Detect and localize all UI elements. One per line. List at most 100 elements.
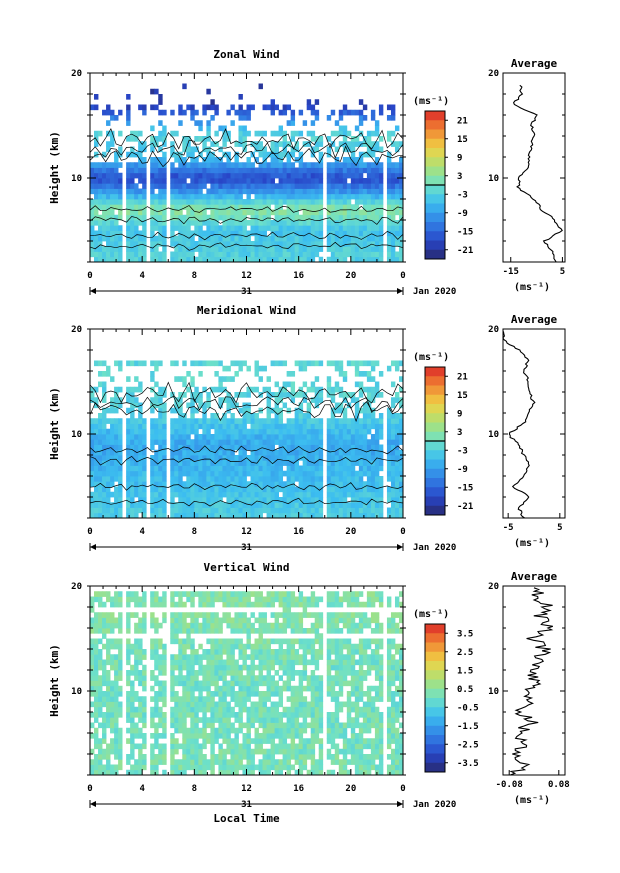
heatmap-cell [338,209,344,216]
heatmap-cell [306,465,312,472]
heatmap-cell [246,251,251,258]
heatmap-cell [230,178,235,184]
heatmap-cell [374,125,380,132]
heatmap-cell [294,465,300,472]
heatmap-cell [378,167,384,174]
heatmap-cell [398,497,404,503]
heatmap-cell [278,167,284,174]
heatmap-cell [94,764,99,771]
heatmap-cell [350,717,356,723]
heatmap-cell [126,439,131,445]
colorbar-tick-label: -9 [457,465,468,475]
heatmap-cell [398,162,404,168]
heatmap-cell [270,701,275,708]
heatmap-cell [210,717,215,723]
heatmap-cell [190,209,195,216]
heatmap-cell [338,167,344,174]
heatmap-cell [310,178,316,184]
heatmap-cell [274,764,279,771]
heatmap-cell [94,512,99,519]
heatmap-cell [106,491,111,498]
heatmap-cell [178,225,183,231]
heatmap-cell [310,764,316,771]
heatmap-cell [178,717,183,723]
heatmap-cell [126,738,131,744]
heatmap-cell [202,754,207,760]
heatmap-cell [90,167,95,174]
heatmap-cell [318,439,324,445]
heatmap-cell [102,151,107,158]
heatmap-cell [250,418,255,424]
heatmap-cell [234,225,239,231]
heatmap-cell [334,214,340,221]
heatmap-cell [186,507,191,514]
heatmap-cell [378,759,384,765]
heatmap-cell [270,680,275,687]
heatmap-cell [282,130,288,137]
heatmap-cell [126,418,131,424]
heatmap-cell [370,193,376,200]
heatmap-cell [390,486,396,493]
heatmap-cell [142,439,147,445]
heatmap-cell [98,204,103,210]
heatmap-cell [154,381,159,388]
heatmap-cell [358,675,364,681]
heatmap-cell [330,769,336,776]
heatmap-cell [138,764,143,771]
heatmap-cell [386,204,392,210]
heatmap-cell [126,701,131,708]
heatmap-cell [302,748,308,755]
heatmap-cell [370,199,376,205]
heatmap-cell [102,465,107,472]
heatmap-cell [338,748,344,755]
heatmap-cell [118,764,123,771]
heatmap-cell [102,664,107,671]
heatmap-cell [334,727,340,734]
heatmap-cell [258,712,263,718]
heatmap-cell [182,486,187,493]
heatmap-cell [170,491,175,498]
heatmap-cell [390,764,396,771]
heatmap-cell [338,428,344,435]
heatmap-cell [370,167,376,174]
heatmap-cell [362,497,368,503]
heatmap-cell [218,428,223,435]
heatmap-cell [90,470,95,477]
heatmap-cell [298,423,304,430]
heatmap-cell [110,727,115,734]
heatmap-cell [286,696,292,702]
heatmap-cell [198,481,203,487]
heatmap-cell [310,444,316,451]
heatmap-cell [274,439,279,445]
heatmap-cell [190,470,195,477]
heatmap-cell [294,512,300,519]
heatmap-cell [178,759,183,765]
heatmap-cell [194,444,199,451]
heatmap-cell [394,225,400,231]
heatmap-cell [170,423,175,430]
heatmap-cell [374,439,380,445]
heatmap-cell [126,241,131,247]
heatmap-cell [130,680,135,687]
heatmap-cell [114,251,119,258]
heatmap-cell [154,167,159,174]
heatmap-cell [214,717,219,723]
heatmap-cell [90,455,95,461]
heatmap-cell [114,407,119,414]
heatmap-cell [274,162,279,168]
heatmap-cell [210,507,215,514]
heatmap-cell [110,764,115,771]
heatmap-cell [358,115,364,121]
heatmap-cell [334,120,340,126]
heatmap-cell [334,754,340,760]
heatmap-cell [290,209,296,216]
heatmap-cell [162,460,167,466]
heatmap-cell [190,413,195,419]
heatmap-cell [326,512,332,519]
heatmap-cell [134,706,139,713]
heatmap-cell [222,712,227,718]
profile-x-label: (ms⁻¹) [514,538,550,549]
heatmap-cell [294,251,300,258]
heatmap-cell [302,167,308,174]
heatmap-cell [246,241,251,247]
